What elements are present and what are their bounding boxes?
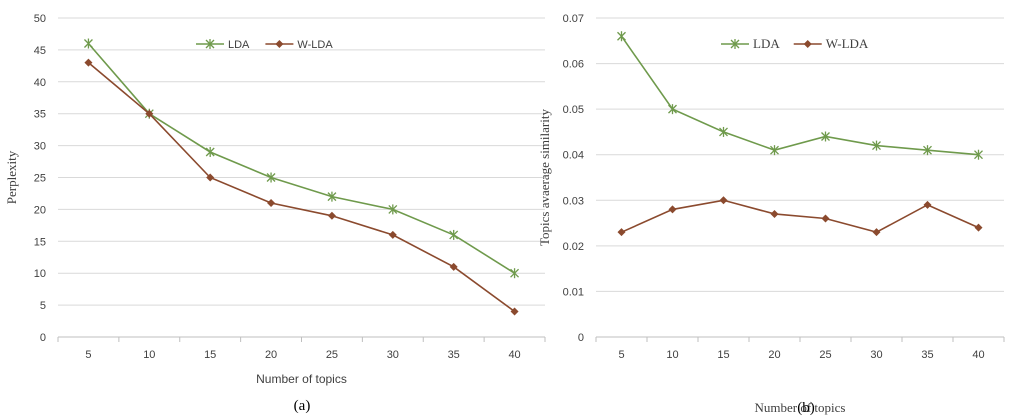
y-tick-label: 45 [34,45,46,57]
chart-a-perplexity: 0 5 10 15 20 25 30 35 40 45 50 5 10 15 20 25 30 35 40 Numbe… [4,13,546,414]
lda-point [266,172,276,183]
lda-point [83,38,93,49]
legend-lda-marker [205,39,215,49]
y-axis-title: Topics avaerage similarity [537,109,552,246]
y-tick-label: 0 [578,332,584,344]
panel-label: (b) [797,400,815,416]
x-tick-label: 15 [717,349,729,361]
x-tick-label: 40 [972,349,984,361]
w-lda-point [719,196,728,205]
w-lda-point [923,200,932,209]
w-lda-line [621,199,979,234]
w-lda-point [84,58,93,67]
x-tick-label: 10 [143,349,155,361]
w-lda-point [770,209,779,218]
chart-b-topic-similarity: 0 0.01 0.02 0.03 0.04 0.05 0.06 0.07 5 10 15 20 25 30… [537,13,1005,416]
y-tick-label: 0 [40,332,46,344]
y-tick-label: 10 [34,268,46,280]
lda-point [388,204,398,215]
y-tick-label: 0.03 [563,195,584,207]
lda-point [668,104,677,115]
y-tick-label: 30 [34,141,46,153]
x-tick-label: 5 [85,349,91,361]
legend-w-lda-marker [275,40,284,48]
y-tick-label: 0.02 [563,241,584,253]
w-lda-point [267,199,276,208]
lda-point [821,131,830,142]
w-lda-point [668,205,677,214]
legend-lda-label: LDA [228,39,250,51]
x-tick-label: 25 [326,349,338,361]
w-lda-point [327,211,336,220]
lda-point [510,268,520,279]
lda-line [87,42,515,274]
x-tick-label: 20 [265,349,277,361]
x-tick-label: 35 [448,349,460,361]
y-tick-label: 5 [40,300,46,312]
w-lda-point [974,223,983,232]
y-tick-label: 0.05 [563,104,584,116]
x-axis-title: Number of topics [256,372,347,386]
y-tick-label: 0.06 [563,59,584,71]
y-tick-label: 25 [34,173,46,185]
x-tick-label: 35 [921,349,933,361]
w-lda-point [617,228,626,237]
x-tick-label: 30 [387,349,399,361]
x-axis-title: Number of topics [755,400,846,415]
lda-point [205,146,215,157]
w-lda-point [872,228,881,237]
w-lda-point [821,214,830,223]
w-lda-point [388,230,397,239]
legend-w-lda-label: W-LDA [826,36,869,51]
w-lda-point [206,173,215,182]
y-tick-label: 15 [34,236,46,248]
w-lda-line [87,62,516,313]
lda-point [974,149,983,160]
w-lda-point [449,262,458,271]
x-tick-label: 40 [508,349,520,361]
legend-lda-marker [730,39,740,49]
panel-label: (a) [294,398,311,414]
legend-w-lda-marker [803,40,812,48]
lda-point [923,145,932,156]
w-lda-point [510,307,519,316]
legend-w-lda-label: W-LDA [297,39,333,51]
y-tick-label: 0.01 [563,286,584,298]
lda-point [449,229,459,240]
legend-lda-label: LDA [753,36,780,51]
x-tick-label: 10 [666,349,678,361]
lda-point [770,145,779,156]
y-tick-label: 50 [34,13,46,25]
y-tick-label: 35 [34,109,46,121]
lda-point [327,191,337,202]
x-tick-label: 5 [618,349,624,361]
y-tick-label: 20 [34,204,46,216]
x-tick-label: 20 [768,349,780,361]
lda-point [719,126,728,137]
y-tick-label: 40 [34,77,46,89]
lda-point [617,31,626,42]
x-tick-label: 15 [204,349,216,361]
w-lda-point [145,109,154,118]
lda-line [620,35,979,156]
y-axis-title: Perplexity [4,150,19,204]
lda-point [872,140,881,151]
y-tick-label: 0.04 [563,150,584,162]
y-tick-label: 0.07 [563,13,584,25]
x-tick-label: 25 [819,349,831,361]
x-tick-label: 30 [870,349,882,361]
